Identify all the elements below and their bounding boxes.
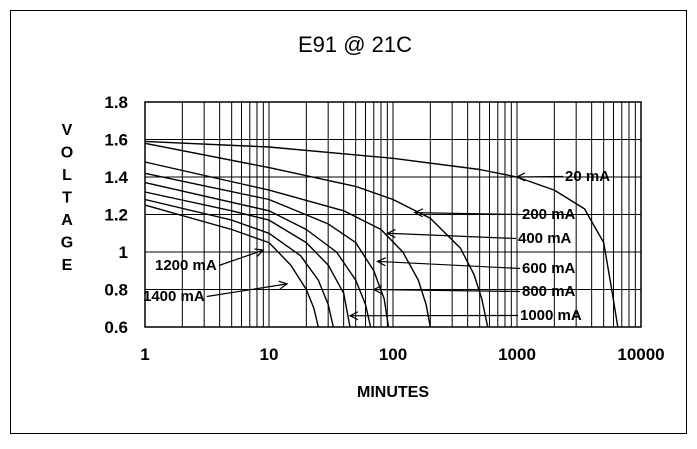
x-tick-label: 1000 <box>498 345 536 364</box>
y-axis-label-letter: T <box>62 190 72 207</box>
y-axis-label-letter: V <box>62 122 73 139</box>
y-axis-label-letter: E <box>62 257 73 274</box>
x-tick-label: 10000 <box>617 345 664 364</box>
curve-label: 600 mA <box>522 260 576 277</box>
series-line-800-ma <box>145 183 371 327</box>
y-tick-label: 1 <box>119 243 128 262</box>
x-axis-label: MINUTES <box>357 384 429 401</box>
curve-label: 200 mA <box>522 206 576 223</box>
curve-label: 20 mA <box>565 168 610 185</box>
curve-label: 1400 mA <box>143 288 205 305</box>
annotations-group: 20 mA 200 mA 400 mA 600 mA 800 mA 1000 mA 1200… <box>143 168 610 324</box>
y-axis-label-letter: G <box>61 235 73 252</box>
y-axis-label-letter: O <box>61 145 73 162</box>
y-tick-label: 1.8 <box>104 93 128 112</box>
y-tick-label: 1.2 <box>104 206 128 225</box>
chart-title: E91 @ 21C <box>298 32 412 57</box>
annotation-arrow <box>378 261 520 268</box>
x-tick-label: 100 <box>379 345 407 364</box>
x-tick-label: 10 <box>260 345 279 364</box>
annotation-arrow <box>517 177 563 178</box>
curve-label: 1200 mA <box>155 257 217 274</box>
y-tick-label: 1.6 <box>104 131 128 150</box>
y-tick-label: 0.8 <box>104 281 128 300</box>
y-axis-label-letter: A <box>61 212 73 229</box>
y-tick-label: 0.6 <box>104 318 128 337</box>
x-tick-label: 1 <box>140 345 149 364</box>
curve-label: 400 mA <box>518 230 572 247</box>
y-tick-label: 1.4 <box>104 168 128 187</box>
curve-label: 1000 mA <box>520 307 582 324</box>
annotation-arrow <box>207 284 287 297</box>
y-axis-label-letter: L <box>62 167 72 184</box>
curve-label: 800 mA <box>522 283 576 300</box>
